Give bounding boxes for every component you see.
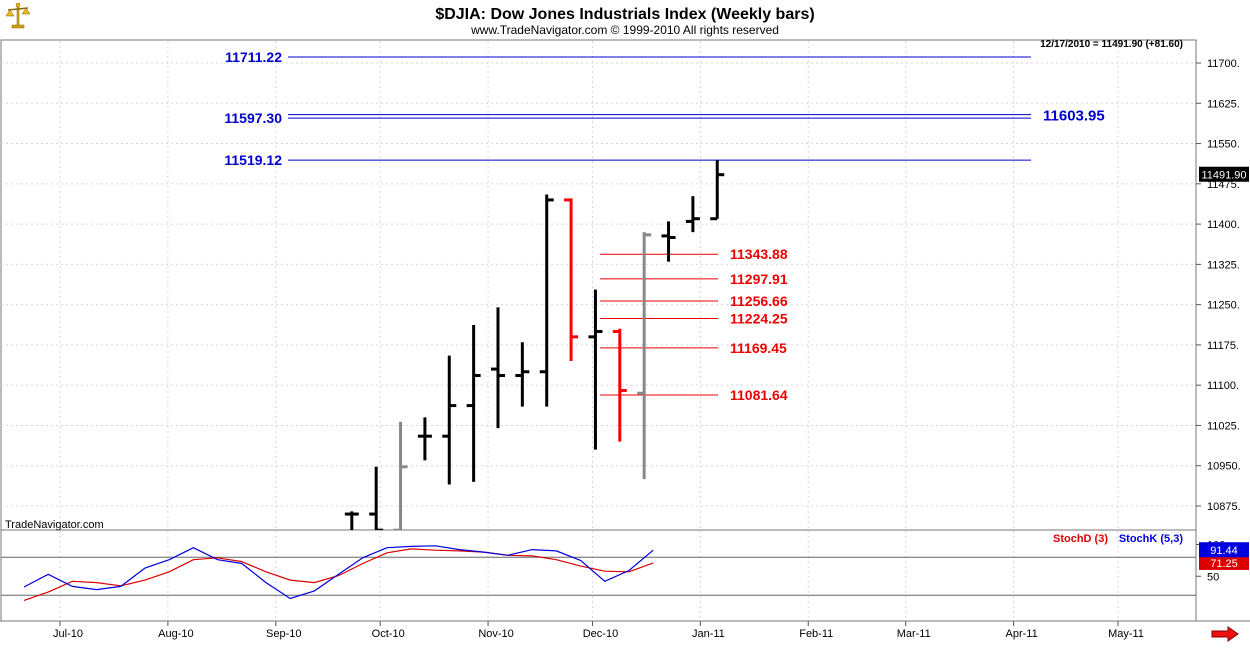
price-tick-label: 10875. — [1207, 501, 1241, 513]
price-tick-label: 11700. — [1207, 58, 1240, 70]
price-plot-frame — [0, 39, 1197, 531]
ohlc-bar — [588, 289, 603, 450]
legend-stochd: StochD (3) — [1053, 533, 1108, 545]
month-label: Jul-10 — [53, 628, 83, 640]
month-label: Aug-10 — [158, 628, 193, 640]
stoch-value-label: 71.25 — [1210, 558, 1238, 570]
ohlc-bar — [490, 307, 505, 429]
quote-readout: 12/17/2010 = 11491.90 (+81.60) — [1040, 39, 1183, 50]
stoch-series-line — [23, 545, 654, 600]
ohlc-bar — [661, 221, 676, 262]
resistance-label: 11519.12 — [224, 152, 282, 168]
price-tick-label: 11550. — [1207, 139, 1240, 151]
ohlc-bar — [637, 232, 652, 480]
price-tick-label: 11400. — [1207, 219, 1240, 231]
month-label: Feb-11 — [799, 628, 833, 640]
support-label: 11081.64 — [730, 387, 788, 403]
month-label: Apr-11 — [1005, 628, 1037, 640]
month-label: May-11 — [1108, 628, 1144, 640]
last-price-tag — [1199, 166, 1249, 182]
ohlc-bar — [369, 466, 384, 530]
ohlc-bar — [515, 342, 530, 407]
ohlc-bars — [344, 160, 725, 530]
month-label: Jan-11 — [692, 628, 725, 640]
stoch-value-label: 91.44 — [1210, 545, 1238, 557]
month-label: Oct-10 — [372, 628, 405, 640]
month-label: Mar-11 — [897, 628, 931, 640]
price-tick-label: 11625. — [1207, 98, 1240, 110]
support-label: 11297.91 — [730, 271, 788, 287]
price-tick-label: 11100. — [1207, 380, 1239, 392]
month-label: Dec-10 — [583, 628, 618, 640]
right-arrow-icon[interactable] — [1211, 626, 1239, 642]
watermark: TradeNavigator.com — [5, 519, 104, 531]
last-price-label: 11491.90 — [1201, 170, 1246, 182]
stoch-series-line — [23, 548, 654, 601]
support-label: 11343.88 — [730, 246, 788, 262]
legend-stochk: StochK (5,3) — [1119, 533, 1184, 545]
stoch-value-tag — [1199, 554, 1249, 570]
price-tick-label: 10950. — [1207, 461, 1241, 473]
chart-title: $DJIA: Dow Jones Industrials Index (Week… — [435, 6, 814, 23]
ohlc-bar — [344, 511, 359, 530]
support-label: 11256.66 — [730, 293, 788, 309]
ohlc-bar — [539, 194, 554, 407]
ohlc-bar — [417, 417, 432, 461]
balance-scale-icon — [5, 2, 31, 29]
ohlc-bar — [466, 325, 481, 482]
resistance-label: 11597.30 — [224, 110, 282, 126]
ohlc-bar — [710, 160, 725, 221]
price-tick-label: 11175. — [1207, 340, 1239, 352]
month-label: Nov-10 — [478, 628, 513, 640]
ohlc-bar — [564, 198, 579, 362]
stoch-tick-label: 50 — [1207, 571, 1219, 583]
ohlc-bar — [393, 421, 408, 530]
price-tick-label: 11025. — [1207, 420, 1240, 432]
support-label: 11169.45 — [730, 340, 787, 356]
price-tick-label: 11325. — [1207, 259, 1240, 271]
ohlc-bar — [685, 196, 700, 233]
stoch-value-tag — [1199, 542, 1249, 558]
ohlc-bar — [612, 328, 627, 442]
resistance-label: 11711.22 — [225, 49, 282, 65]
chart-subtitle: www.TradeNavigator.com © 1999-2010 All r… — [470, 23, 779, 37]
month-label: Sep-10 — [266, 628, 301, 640]
resistance-label: 11603.95 — [1043, 108, 1105, 125]
price-tick-label: 11475. — [1207, 179, 1240, 191]
price-tick-label: 11250. — [1207, 300, 1240, 312]
ohlc-bar — [442, 355, 457, 485]
support-label: 11224.25 — [730, 310, 788, 326]
